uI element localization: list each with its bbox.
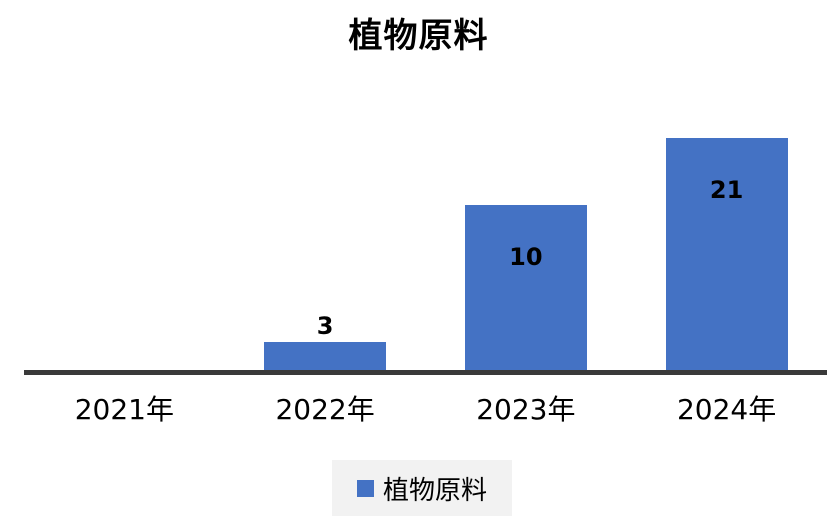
bar [264,342,387,370]
x-axis-tick-label: 2023年 [476,393,576,426]
data-label: 3 [316,312,334,340]
x-axis-labels: 2021年 2022年 2023年 2024年 [24,388,827,428]
legend-swatch-icon [356,479,374,497]
x-axis-tick-label: 2021年 [74,393,174,426]
legend-label: 植物原料 [382,475,487,506]
x-axis-tick-label: 2024年 [676,393,777,426]
bar [464,205,587,370]
data-label: 21 [709,176,744,204]
legend: 植物原料 [332,460,512,516]
chart-title: 植物原料 [348,16,489,56]
bar [665,138,788,370]
data-label: 10 [509,243,543,271]
x-axis-line [24,370,827,375]
x-axis-tick-label: 2022年 [275,393,375,426]
